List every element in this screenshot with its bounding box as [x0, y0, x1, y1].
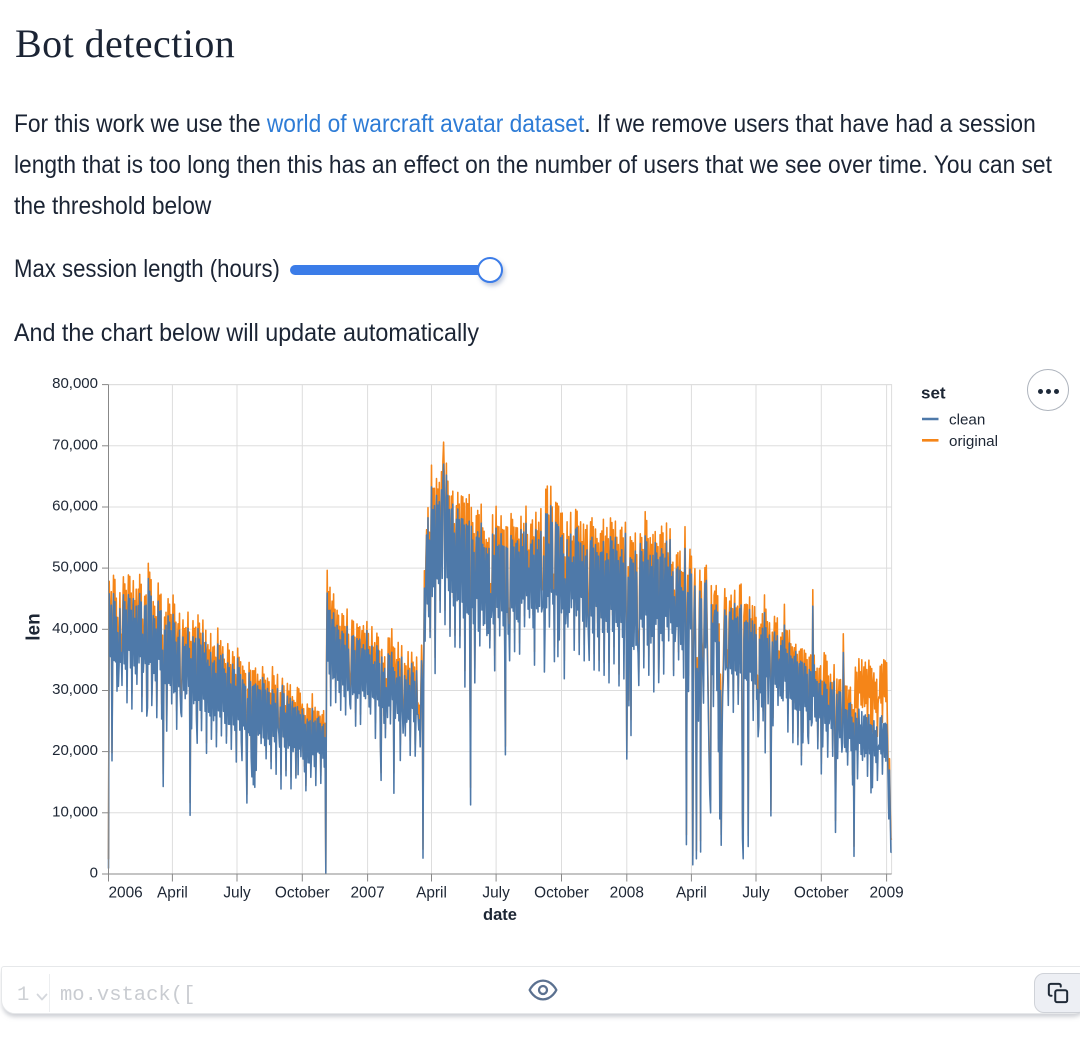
svg-text:2009: 2009 — [869, 885, 903, 902]
svg-text:len: len — [24, 613, 45, 640]
svg-text:80,000: 80,000 — [52, 375, 98, 392]
svg-text:clean: clean — [949, 412, 985, 429]
svg-text:set: set — [921, 384, 946, 403]
svg-text:April: April — [157, 885, 188, 902]
svg-text:October: October — [794, 885, 849, 902]
svg-text:0: 0 — [90, 865, 98, 882]
svg-text:date: date — [483, 906, 517, 924]
svg-text:2007: 2007 — [350, 885, 384, 902]
svg-text:20,000: 20,000 — [52, 742, 98, 759]
svg-text:2006: 2006 — [109, 885, 143, 902]
svg-text:2008: 2008 — [610, 885, 644, 902]
svg-text:July: July — [223, 885, 251, 902]
svg-text:original: original — [949, 433, 998, 450]
svg-text:July: July — [482, 885, 510, 902]
svg-text:10,000: 10,000 — [52, 803, 98, 820]
svg-text:30,000: 30,000 — [52, 681, 98, 698]
svg-text:October: October — [275, 885, 330, 902]
svg-text:70,000: 70,000 — [52, 436, 98, 453]
svg-text:April: April — [416, 885, 447, 902]
svg-text:July: July — [742, 885, 770, 902]
svg-text:50,000: 50,000 — [52, 559, 98, 576]
svg-text:40,000: 40,000 — [52, 620, 98, 637]
svg-text:April: April — [676, 885, 707, 902]
svg-text:60,000: 60,000 — [52, 498, 98, 515]
svg-text:October: October — [534, 885, 589, 902]
